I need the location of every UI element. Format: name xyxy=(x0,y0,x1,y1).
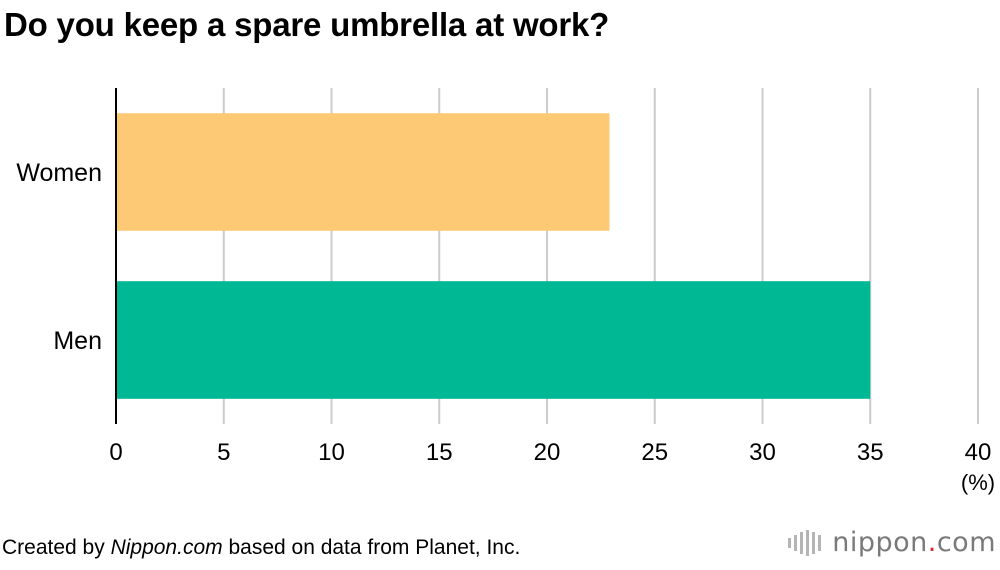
source-prefix: Created by xyxy=(2,536,111,559)
chart-title: Do you keep a spare umbrella at work? xyxy=(4,6,610,43)
bar-men xyxy=(116,281,871,399)
x-tick-label-15: 15 xyxy=(426,439,453,466)
x-tick-label-10: 10 xyxy=(318,439,345,466)
source-suffix: based on data from Planet, Inc. xyxy=(222,536,521,559)
source-publisher: Nippon.com xyxy=(110,536,223,559)
x-tick-label-25: 25 xyxy=(641,439,668,466)
sound-bars-icon xyxy=(788,529,824,556)
source-note: Created by Nippon.com based on data from… xyxy=(2,536,520,560)
nippon-logo: nippon.com xyxy=(788,527,996,558)
x-tick-label-40: 40 xyxy=(965,439,992,466)
category-label-women: Women xyxy=(16,159,102,187)
bar-women xyxy=(116,113,610,231)
brand-dot: . xyxy=(927,527,937,558)
category-label-men: Men xyxy=(53,327,102,355)
x-tick-label-20: 20 xyxy=(534,439,561,466)
brand-wordmark: nippon.com xyxy=(832,527,996,558)
brand-name: nippon xyxy=(832,527,928,558)
x-tick-label-35: 35 xyxy=(857,439,884,466)
x-tick-label-0: 0 xyxy=(109,439,122,466)
brand-tld: com xyxy=(936,527,996,558)
x-tick-label-5: 5 xyxy=(217,439,230,466)
x-tick-label-30: 30 xyxy=(749,439,776,466)
x-unit-label: (%) xyxy=(961,470,995,495)
